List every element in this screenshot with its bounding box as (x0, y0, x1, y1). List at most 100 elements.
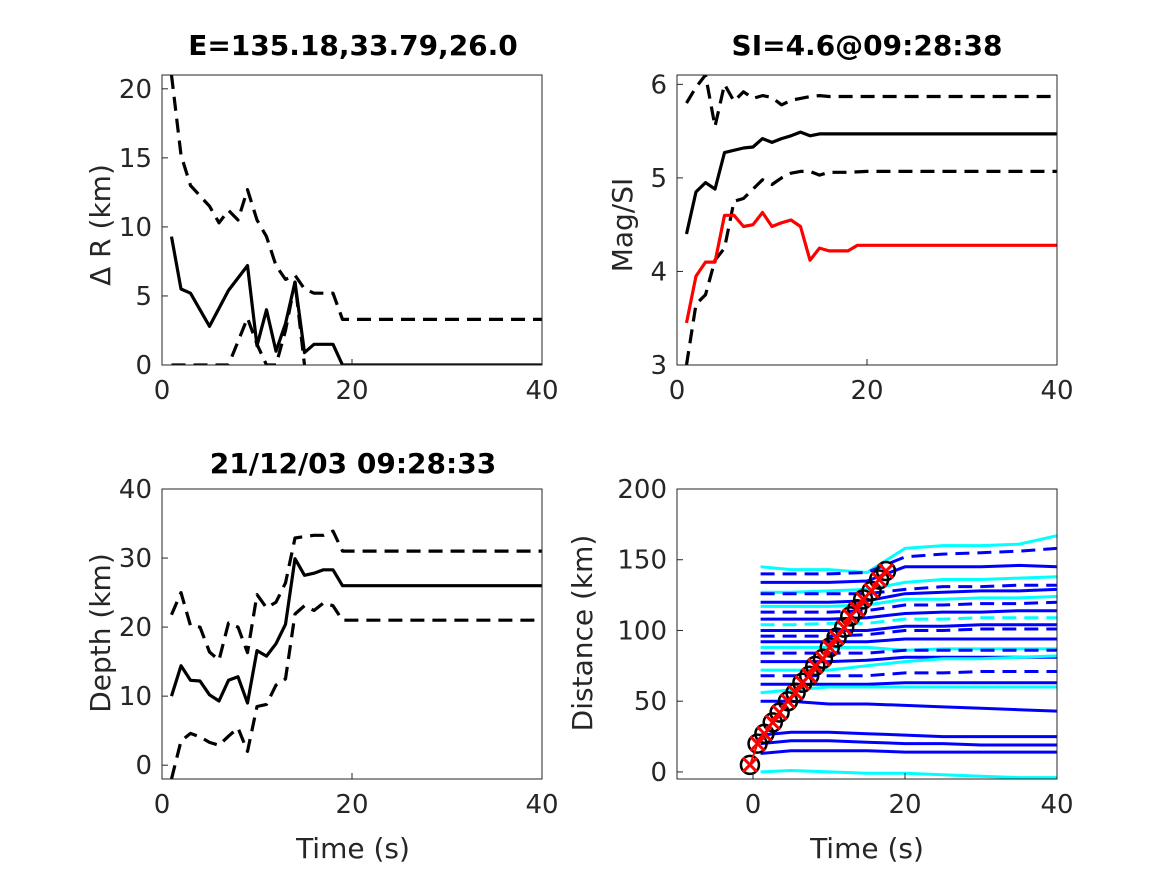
dist-series-22-line (760, 739, 1057, 747)
pick-cross-marker (787, 684, 804, 701)
dist-xtick-label: 0 (745, 790, 762, 820)
distance-panel: 0 20 40 0 50 100 150 200 (617, 475, 1073, 820)
pick-circle-marker (792, 672, 813, 694)
depth-ytick-label: 0 (135, 751, 152, 781)
dist-series-11-line (760, 627, 1057, 638)
depth-xtick-label: 20 (335, 790, 368, 820)
pick-circle-marker (739, 754, 761, 776)
dist-xtick-label: 20 (888, 790, 921, 820)
dr-series-0-line (169, 236, 542, 365)
dist-ytick-label: 100 (617, 616, 667, 646)
pick-cross-marker (741, 756, 759, 773)
dist-ytick-label: 150 (617, 546, 667, 576)
pick-cross-marker (749, 735, 766, 752)
dist-series-8-line (760, 609, 1057, 621)
dist-xtick-label: 40 (1040, 790, 1073, 820)
pick-cross-marker (849, 601, 866, 618)
dist-ytick-label: 0 (650, 758, 667, 788)
mag-ytick-label: 5 (650, 164, 667, 194)
pick-cross-marker (771, 704, 788, 721)
pick-cross-marker (821, 639, 838, 656)
dr-ytick-label: 15 (119, 144, 152, 174)
dist-axes-frame (676, 488, 1058, 780)
dist-series-1-line (760, 546, 1057, 576)
mag-plot-area (684, 75, 1057, 365)
pick-cross-marker (836, 619, 853, 636)
pick-circle-marker (798, 665, 820, 686)
depth-series-2-line (169, 601, 542, 779)
dist-series-7-line (760, 600, 1057, 614)
pick-circle-marker (840, 606, 861, 627)
pick-cross-marker (814, 650, 831, 667)
dist-series-5-line (760, 587, 1057, 604)
dist-series-14-line (760, 648, 1057, 655)
mag-xtick-label: 40 (1040, 376, 1073, 406)
delta-r-panel: 0 20 40 0 5 10 15 20 (119, 74, 559, 406)
mag-xtick-label: 0 (669, 376, 686, 406)
depth-xtick-label: 40 (525, 790, 558, 820)
dr-ytick-label: 0 (135, 351, 152, 381)
dr-xtick-label: 20 (335, 376, 368, 406)
depth-xtick-label: 0 (154, 790, 171, 820)
ylabel-distance: Distance (km) (566, 535, 599, 732)
pick-circle-marker (846, 598, 868, 620)
dist-series-2-line (760, 563, 1057, 584)
mag-ytick-label: 6 (650, 70, 667, 100)
depth-ytick-label: 30 (119, 544, 152, 574)
pick-cross-marker (801, 667, 818, 684)
depth-series-1-line (170, 529, 542, 662)
dr-plot-area (169, 75, 542, 365)
dr-xtick-label: 0 (154, 376, 171, 406)
title-depth: 21/12/03 09:28:33 (210, 447, 496, 480)
ylabel-depth: Depth (km) (84, 553, 117, 713)
mag-series-0-line (684, 130, 1057, 235)
dr-xtick-label: 40 (525, 376, 558, 406)
pick-cross-marker (877, 562, 895, 580)
pick-cross-marker (756, 725, 773, 742)
pick-cross-marker (764, 714, 781, 731)
pick-cross-marker (828, 629, 845, 646)
title-magnitude: SI=4.6@09:28:38 (732, 29, 1003, 62)
dist-series-9-line (760, 616, 1057, 627)
dr-series-1-line (169, 75, 542, 321)
dist-series-23-line (760, 749, 1057, 755)
mag-ytick-label: 4 (650, 257, 667, 287)
dist-series-3-line (760, 575, 1057, 594)
dr-ytick-label: 5 (135, 282, 152, 312)
dist-series-17-line (760, 670, 1057, 678)
ylabel-magnitude: Mag/SI (606, 178, 639, 273)
magnitude-panel: 0 20 40 3 4 5 6 (650, 70, 1073, 406)
pick-circle-marker (875, 560, 897, 582)
dist-series-0-line (760, 534, 1057, 574)
title-delta-r: E=135.18,33.79,26.0 (188, 29, 518, 62)
dist-series-20-line (760, 699, 1057, 713)
xlabel-distance: Time (s) (809, 832, 924, 865)
dist-series-4-line (760, 583, 1057, 596)
mag-ytick-label: 3 (650, 351, 667, 381)
dr-ytick-label: 20 (119, 75, 152, 105)
pick-circle-marker (812, 648, 834, 670)
dist-plot-area (739, 534, 1057, 779)
depth-ytick-label: 10 (119, 682, 152, 712)
dist-series-10-line (760, 623, 1057, 632)
mag-series-3-line (684, 210, 1057, 324)
pick-circle-marker (833, 617, 855, 638)
dist-series-6-line (760, 595, 1057, 608)
ylabel-delta-r: Δ R (km) (84, 164, 117, 286)
dist-series-12-line (760, 637, 1057, 644)
depth-plot-area (169, 529, 542, 779)
depth-series-0-line (169, 557, 542, 705)
xlabel-depth: Time (s) (295, 832, 410, 865)
depth-ytick-label: 20 (119, 613, 152, 643)
dist-ytick-label: 50 (634, 687, 667, 717)
mag-series-1-line (685, 75, 1057, 129)
dist-series-21-line (760, 730, 1057, 739)
pick-cross-marker (863, 582, 880, 599)
depth-ytick-label: 40 (119, 475, 152, 505)
dist-ytick-label: 200 (617, 475, 667, 505)
depth-panel: 0 20 40 0 10 20 30 40 (119, 475, 559, 820)
dr-series-2-line (171, 280, 307, 365)
mag-xtick-label: 20 (850, 376, 883, 406)
